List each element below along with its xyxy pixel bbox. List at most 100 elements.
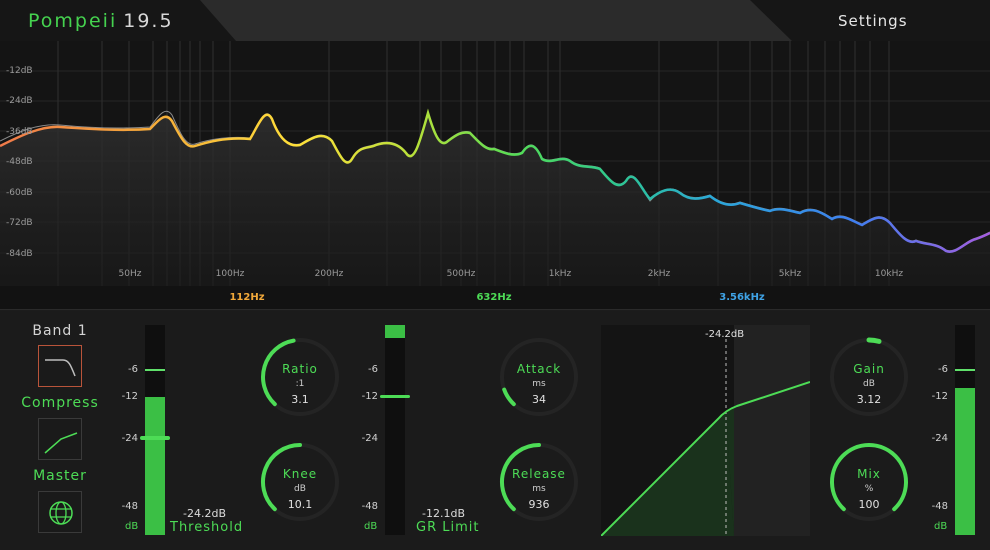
crossover-strip: 112Hz 632Hz 3.56kHz bbox=[0, 286, 990, 310]
gr-meter-unit: dB bbox=[364, 521, 378, 532]
mix-knob-arc bbox=[830, 443, 908, 521]
ratio-value: 3.1 bbox=[291, 393, 309, 406]
threshold-value: -24.2dB bbox=[183, 507, 226, 520]
db-label-24: -24dB bbox=[6, 96, 33, 106]
threshold-label: Threshold bbox=[170, 520, 244, 535]
gr-scale-48: -48 bbox=[361, 501, 378, 512]
threshold-slider-handle[interactable] bbox=[140, 436, 170, 440]
ratio-label: Ratio bbox=[282, 362, 318, 376]
ratio-unit: :1 bbox=[295, 379, 305, 389]
release-value: 936 bbox=[528, 498, 550, 511]
output-scale-6: -6 bbox=[938, 364, 948, 375]
gr-scale-24: -24 bbox=[361, 433, 378, 444]
input-scale-24: -24 bbox=[121, 433, 138, 444]
compress-label: Compress bbox=[21, 395, 99, 411]
freq-label-1khz: 1kHz bbox=[548, 269, 572, 279]
attack-knob-arc bbox=[500, 338, 578, 416]
db-label-36: -36dB bbox=[6, 127, 33, 137]
release-unit: ms bbox=[532, 484, 546, 494]
crossover-mid-handle[interactable]: 632Hz bbox=[476, 292, 512, 303]
mix-unit: % bbox=[864, 484, 874, 494]
freq-label-100hz: 100Hz bbox=[215, 269, 245, 279]
knee-label: Knee bbox=[282, 467, 318, 481]
freq-label-5khz: 5kHz bbox=[778, 269, 802, 279]
mix-label: Mix bbox=[857, 467, 881, 481]
ratio-knob[interactable]: Ratio :1 3.1 bbox=[257, 334, 343, 420]
spectrum-graph bbox=[0, 41, 990, 286]
output-meter-fill bbox=[955, 388, 975, 535]
db-label-12: -12dB bbox=[6, 66, 33, 76]
gain-reduction-meter bbox=[385, 325, 405, 535]
input-scale-12: -12 bbox=[121, 391, 138, 402]
gr-limit-value: -12.1dB bbox=[422, 507, 465, 520]
gain-unit: dB bbox=[863, 379, 875, 389]
spectrum-analyzer[interactable]: -12dB -24dB -36dB -48dB -60dB -72dB -84d… bbox=[0, 41, 990, 286]
spectrum-fill bbox=[0, 113, 990, 286]
master-label: Master bbox=[33, 468, 87, 484]
header-tab-shape bbox=[200, 0, 792, 41]
release-knob[interactable]: Release ms 936 bbox=[496, 439, 582, 525]
app-name: Pompeii bbox=[28, 10, 118, 32]
output-meter-peak bbox=[955, 369, 975, 371]
release-knob-arc bbox=[500, 443, 578, 521]
compress-mode-button[interactable] bbox=[38, 418, 82, 460]
knee-knob-arc bbox=[261, 443, 339, 521]
gr-scale-12: -12 bbox=[361, 391, 378, 402]
gr-scale-6: -6 bbox=[368, 364, 378, 375]
input-level-meter bbox=[145, 325, 165, 535]
input-scale-6: -6 bbox=[128, 364, 138, 375]
attack-knob[interactable]: Attack ms 34 bbox=[496, 334, 582, 420]
gain-knob-arc bbox=[830, 337, 908, 416]
knee-knob[interactable]: Knee dB 10.1 bbox=[257, 439, 343, 525]
mix-knob[interactable]: Mix % 100 bbox=[826, 439, 912, 525]
transfer-threshold-label: -24.2dB bbox=[705, 329, 745, 340]
attack-unit: ms bbox=[532, 379, 546, 389]
freq-label-2khz: 2kHz bbox=[647, 269, 671, 279]
app-version: 19.5 bbox=[123, 10, 174, 32]
crossover-high-handle[interactable]: 3.56kHz bbox=[719, 292, 765, 303]
gain-value: 3.12 bbox=[856, 393, 882, 406]
gr-limit-slider-handle[interactable] bbox=[380, 395, 410, 398]
gr-limit-label: GR Limit bbox=[416, 520, 480, 535]
db-label-72: -72dB bbox=[6, 218, 33, 228]
output-meter-unit: dB bbox=[934, 521, 948, 532]
output-scale-12: -12 bbox=[931, 391, 948, 402]
freq-label-500hz: 500Hz bbox=[446, 269, 476, 279]
knee-unit: dB bbox=[294, 484, 306, 494]
gain-label: Gain bbox=[853, 362, 885, 376]
mix-value: 100 bbox=[858, 498, 880, 511]
output-level-meter bbox=[955, 325, 975, 535]
db-label-60: -60dB bbox=[6, 188, 33, 198]
input-meter-fill bbox=[145, 397, 165, 535]
band-filter-button[interactable] bbox=[38, 345, 82, 387]
transfer-curve-graph bbox=[601, 325, 810, 536]
ratio-knob-arc bbox=[261, 338, 339, 416]
transfer-curve-display: -24.2dB bbox=[601, 325, 810, 536]
db-label-84: -84dB bbox=[6, 249, 33, 259]
knee-value: 10.1 bbox=[287, 498, 313, 511]
db-label-48: -48dB bbox=[6, 157, 33, 167]
release-label: Release bbox=[512, 467, 566, 481]
app-title: Pompeii 19.5 bbox=[28, 10, 174, 32]
master-mode-button[interactable] bbox=[38, 491, 82, 533]
input-meter-peak bbox=[145, 369, 165, 371]
header-bar: Pompeii 19.5 Settings bbox=[0, 0, 990, 41]
settings-button[interactable]: Settings bbox=[838, 12, 908, 30]
output-scale-48: -48 bbox=[931, 501, 948, 512]
gain-reduction-fill bbox=[385, 325, 405, 338]
compressor-curve-icon bbox=[44, 432, 78, 454]
crossover-low-handle[interactable]: 112Hz bbox=[229, 292, 265, 303]
input-scale-48: -48 bbox=[121, 501, 138, 512]
band-controls-panel: Band 1 Compress Master -6 -12 -24 -48 dB… bbox=[0, 311, 990, 550]
attack-value: 34 bbox=[532, 393, 546, 406]
filter-curve-icon bbox=[45, 359, 76, 377]
input-meter-unit: dB bbox=[125, 521, 139, 532]
freq-label-50hz: 50Hz bbox=[118, 269, 142, 279]
globe-icon bbox=[49, 501, 73, 525]
output-scale-24: -24 bbox=[931, 433, 948, 444]
attack-label: Attack bbox=[516, 362, 562, 376]
freq-label-10khz: 10kHz bbox=[874, 269, 904, 279]
spectrum-color-trace bbox=[0, 108, 990, 253]
freq-label-200hz: 200Hz bbox=[314, 269, 344, 279]
gain-knob[interactable]: Gain dB 3.12 bbox=[826, 334, 912, 420]
